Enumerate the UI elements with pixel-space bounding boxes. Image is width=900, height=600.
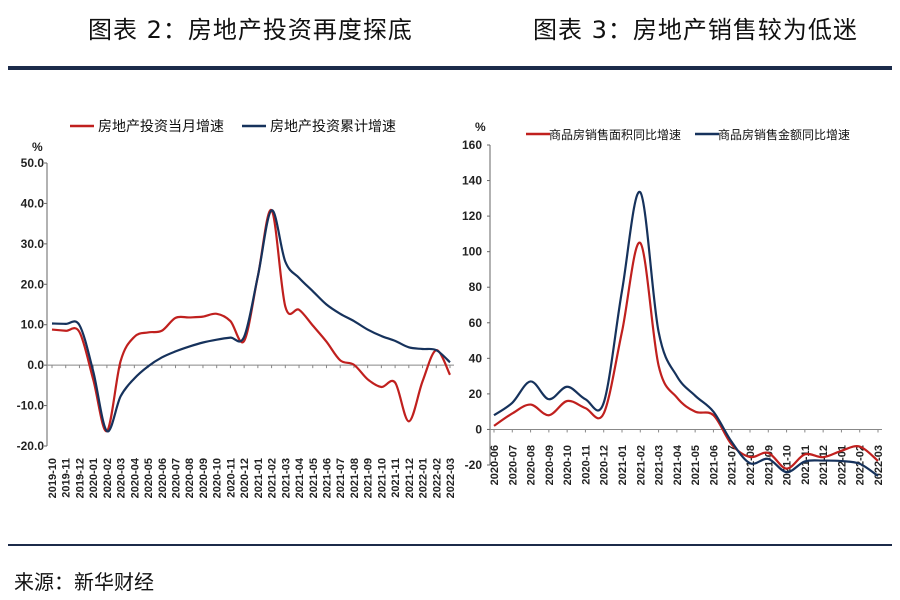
legend-label: 商品房销售面积同比增速 <box>549 127 681 142</box>
series-line-navy <box>51 209 451 433</box>
x-tick-label: 2021-01 <box>253 458 265 498</box>
y-unit-label: % <box>475 120 486 134</box>
y-tick-label: 0 <box>475 422 482 436</box>
y-tick-label: 100 <box>462 245 482 259</box>
y-tick-label: -20 <box>465 458 483 472</box>
x-tick-label: 2020-06 <box>489 445 501 485</box>
y-tick-label: -20.0 <box>17 439 45 453</box>
y-tick-label: 160 <box>462 138 482 152</box>
x-tick-label: 2022-03 <box>873 445 885 485</box>
x-tick-label: 2020-08 <box>526 445 538 485</box>
source-note: 来源：新华财经 <box>14 570 154 594</box>
chart-left: -20.0 -10.0 0.0 10.0 20.0 30.0 40.0 50.0% 2019-1… <box>17 118 457 498</box>
x-tick-label: 2020-08 <box>184 458 196 498</box>
x-tick-label: 2021-04 <box>294 457 306 498</box>
legend-label: 房地产投资累计增速 <box>270 118 396 134</box>
x-tick-label: 2020-09 <box>544 445 556 485</box>
x-tick-label: 2021-11 <box>390 458 402 498</box>
series-line-red <box>493 241 879 470</box>
x-tick-label: 2020-11 <box>580 445 592 485</box>
x-tick-label: 2021-09 <box>763 445 775 485</box>
x-tick-label: 2020-05 <box>143 458 155 498</box>
legend-label: 房地产投资当月增速 <box>98 118 224 134</box>
y-tick-label: -10.0 <box>17 399 45 413</box>
legend-label: 商品房销售金额同比增速 <box>718 127 850 142</box>
x-tick-label: 2021-02 <box>267 458 279 498</box>
x-tick-label: 2021-12 <box>818 445 830 485</box>
x-tick-label: 2019-12 <box>74 458 86 498</box>
y-tick-label: 40 <box>469 351 483 365</box>
bottom-divider <box>8 544 892 546</box>
x-tick-label: 2021-07 <box>727 445 739 485</box>
y-tick-label: 60 <box>469 316 483 330</box>
x-tick-label: 2019-11 <box>61 458 73 498</box>
y-tick-label: 140 <box>462 174 482 188</box>
x-tick-label: 2021-06 <box>708 445 720 485</box>
x-tick-label: 2021-05 <box>308 458 320 498</box>
y-tick-label: 30.0 <box>21 237 45 251</box>
x-tick-label: 2020-07 <box>507 445 519 485</box>
x-tick-label: 2019-10 <box>47 458 59 498</box>
top-divider <box>8 66 892 70</box>
x-tick-label: 2020-07 <box>171 458 183 498</box>
x-tick-label: 2020-10 <box>562 445 574 485</box>
x-tick-label: 2020-01 <box>88 458 100 498</box>
x-tick-label: 2021-10 <box>782 445 794 485</box>
y-tick-label: 0.0 <box>27 358 44 372</box>
x-tick-label: 2021-11 <box>800 445 812 485</box>
x-tick-label: 2021-07 <box>335 458 347 498</box>
x-tick-label: 2021-01 <box>617 445 629 485</box>
y-tick-label: 10.0 <box>21 318 45 332</box>
x-tick-label: 2021-03 <box>654 445 666 485</box>
y-tick-label: 120 <box>462 209 482 223</box>
x-tick-label: 2020-03 <box>116 458 128 498</box>
x-tick-label: 2020-11 <box>225 458 237 498</box>
x-tick-label: 2020-10 <box>212 458 224 498</box>
x-tick-label: 2021-04 <box>672 444 684 485</box>
y-tick-label: 20 <box>469 387 483 401</box>
y-tick-label: 80 <box>469 280 483 294</box>
x-tick-label: 2021-09 <box>363 458 375 498</box>
chart-right-title: 图表 3：房地产销售较为低迷 <box>533 16 858 44</box>
x-tick-label: 2021-12 <box>404 458 416 498</box>
y-tick-label: 40.0 <box>21 196 45 210</box>
x-tick-label: 2021-10 <box>376 458 388 498</box>
y-tick-label: 50.0 <box>21 156 45 170</box>
x-tick-label: 2021-03 <box>280 458 292 498</box>
x-tick-label: 2020-06 <box>157 458 169 498</box>
x-tick-label: 2022-02 <box>431 458 443 498</box>
x-tick-label: 2020-04 <box>129 457 141 498</box>
x-tick-label: 2020-09 <box>198 458 210 498</box>
x-tick-label: 2020-12 <box>599 445 611 485</box>
chart-right: -20 0 20 40 60 80 100 120 140 160% 2020-06 2020-07 2… <box>462 120 885 485</box>
y-unit-label: % <box>32 140 43 154</box>
x-tick-label: 2020-02 <box>102 458 114 498</box>
x-tick-label: 2020-12 <box>239 458 251 498</box>
x-tick-label: 2022-01 <box>418 458 430 498</box>
x-tick-label: 2022-01 <box>836 445 848 485</box>
series-line-navy <box>493 191 879 477</box>
chart-left-title: 图表 2：房地产投资再度探底 <box>88 16 413 44</box>
y-tick-label: 20.0 <box>21 277 45 291</box>
x-tick-label: 2021-08 <box>745 445 757 485</box>
x-tick-label: 2021-08 <box>349 458 361 498</box>
series-line-red <box>51 209 451 433</box>
x-tick-label: 2021-05 <box>690 445 702 485</box>
x-tick-label: 2022-03 <box>445 458 457 498</box>
x-tick-label: 2021-06 <box>321 458 333 498</box>
x-tick-label: 2021-02 <box>635 445 647 485</box>
